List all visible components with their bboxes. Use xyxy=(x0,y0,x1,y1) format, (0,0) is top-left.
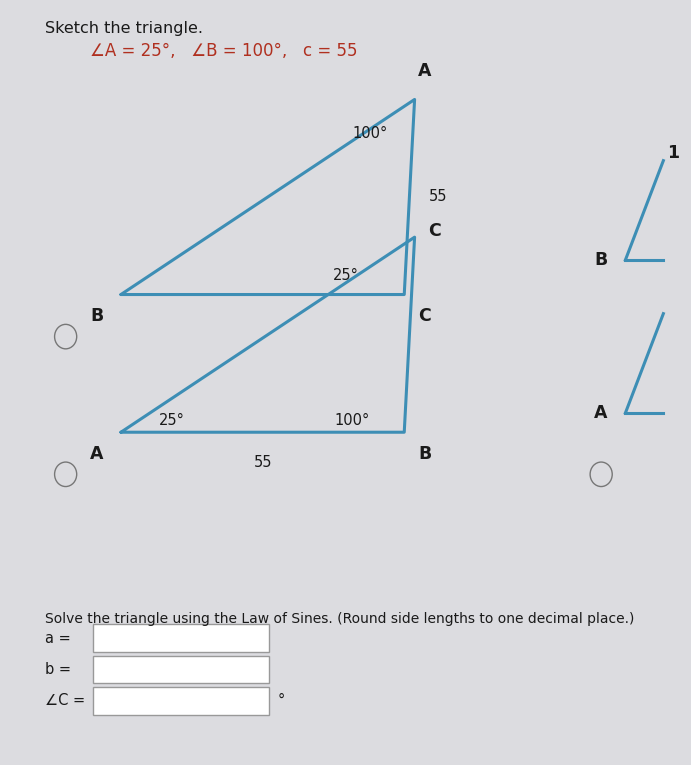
Text: B: B xyxy=(594,251,608,269)
Text: ∠A = 25°,   ∠B = 100°,   c = 55: ∠A = 25°, ∠B = 100°, c = 55 xyxy=(90,42,357,60)
Text: 100°: 100° xyxy=(352,126,388,142)
Text: B: B xyxy=(90,307,104,325)
Text: C: C xyxy=(419,307,431,325)
Text: 55: 55 xyxy=(254,455,272,470)
Text: B: B xyxy=(418,444,432,463)
Text: a =: a = xyxy=(45,630,70,646)
Text: b =: b = xyxy=(45,662,71,677)
FancyBboxPatch shape xyxy=(93,656,269,683)
Text: °: ° xyxy=(278,693,285,708)
Text: A: A xyxy=(418,62,432,80)
Text: C: C xyxy=(428,222,441,240)
Text: 55: 55 xyxy=(428,190,447,204)
Text: ∠C =: ∠C = xyxy=(45,693,85,708)
Text: A: A xyxy=(594,404,608,422)
Text: 100°: 100° xyxy=(334,413,370,428)
FancyBboxPatch shape xyxy=(93,687,269,715)
Text: 1: 1 xyxy=(667,144,679,162)
Text: A: A xyxy=(90,444,104,463)
Text: Solve the triangle using the Law of Sines. (Round side lengths to one decimal pl: Solve the triangle using the Law of Sine… xyxy=(45,612,634,626)
Text: 25°: 25° xyxy=(332,268,359,283)
Text: 25°: 25° xyxy=(159,413,184,428)
FancyBboxPatch shape xyxy=(93,624,269,652)
Text: Sketch the triangle.: Sketch the triangle. xyxy=(45,21,203,37)
